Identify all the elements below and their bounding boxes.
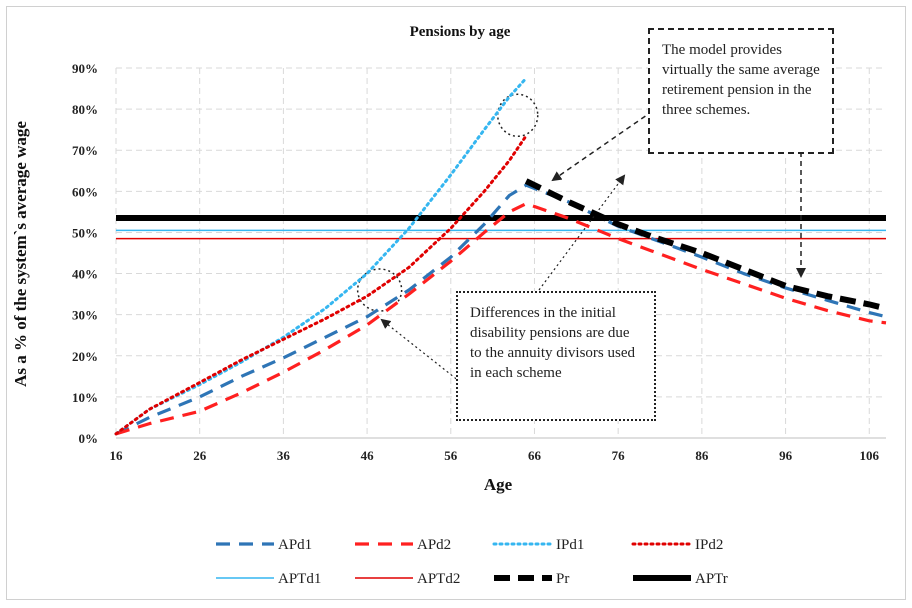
highlight-circles [356, 93, 539, 312]
legend-label-pr: Pr [556, 571, 569, 587]
series-ipd2 [114, 134, 528, 436]
x-tick-label: 86 [695, 448, 709, 463]
x-tick-label: 46 [361, 448, 375, 463]
y-tick-label: 80% [72, 102, 98, 117]
y-axis-title: As a % of the system`s average wage [11, 121, 30, 387]
legend-label-apd1: APd1 [278, 537, 312, 553]
legend-label-aptd2: APTd2 [417, 571, 460, 587]
y-tick-label: 70% [72, 143, 98, 158]
legend-label-aptd1: APTd1 [278, 571, 321, 587]
x-tick-label: 26 [193, 448, 207, 463]
x-tick-label: 56 [444, 448, 458, 463]
x-tick-label: 76 [612, 448, 626, 463]
legend-label-apd2: APd2 [417, 537, 451, 553]
reference-lines [116, 215, 886, 240]
chart-title: Pensions by age [410, 24, 511, 40]
y-tick-label: 0% [79, 431, 99, 446]
y-tick-label: 50% [72, 225, 98, 240]
annotation-disability: Differences in the initial disability pe… [456, 291, 656, 421]
annotation-retirement: The model provides virtually the same av… [648, 28, 834, 154]
x-tick-label: 36 [277, 448, 291, 463]
series-ipd1 [114, 76, 528, 436]
highlight-circle-crossing [356, 268, 403, 312]
series-pr [524, 178, 887, 312]
legend: APd1 APd2 IPd1 IPd2 APTd1 APTd2 Pr APTr [216, 537, 728, 587]
legend-label-ipd2: IPd2 [695, 537, 723, 553]
annotation-arrows [380, 69, 806, 386]
series-apd2 [115, 202, 887, 436]
x-axis-title: Age [484, 475, 513, 494]
x-tick-label: 96 [779, 448, 793, 463]
x-tick-labels: 16 26 36 46 56 66 76 86 96 106 [110, 448, 880, 463]
legend-label-aptr: APTr [695, 571, 728, 587]
legend-label-ipd1: IPd1 [556, 537, 584, 553]
y-tick-label: 40% [72, 267, 98, 282]
y-tick-labels: 0% 10% 20% 30% 40% 50% 60% 70% 80% 90% [72, 61, 98, 446]
y-tick-label: 10% [72, 390, 98, 405]
y-tick-label: 30% [72, 308, 98, 323]
y-tick-label: 90% [72, 61, 98, 76]
x-tick-label: 106 [860, 448, 880, 463]
x-tick-label: 16 [110, 448, 124, 463]
y-tick-label: 60% [72, 184, 98, 199]
arrow-to-crossing-circle [380, 318, 465, 386]
series-layer [114, 76, 887, 436]
arrow-to-peak-circle [538, 174, 626, 291]
y-tick-label: 20% [72, 349, 98, 364]
x-tick-label: 66 [528, 448, 542, 463]
highlight-circle-peak [496, 93, 539, 138]
